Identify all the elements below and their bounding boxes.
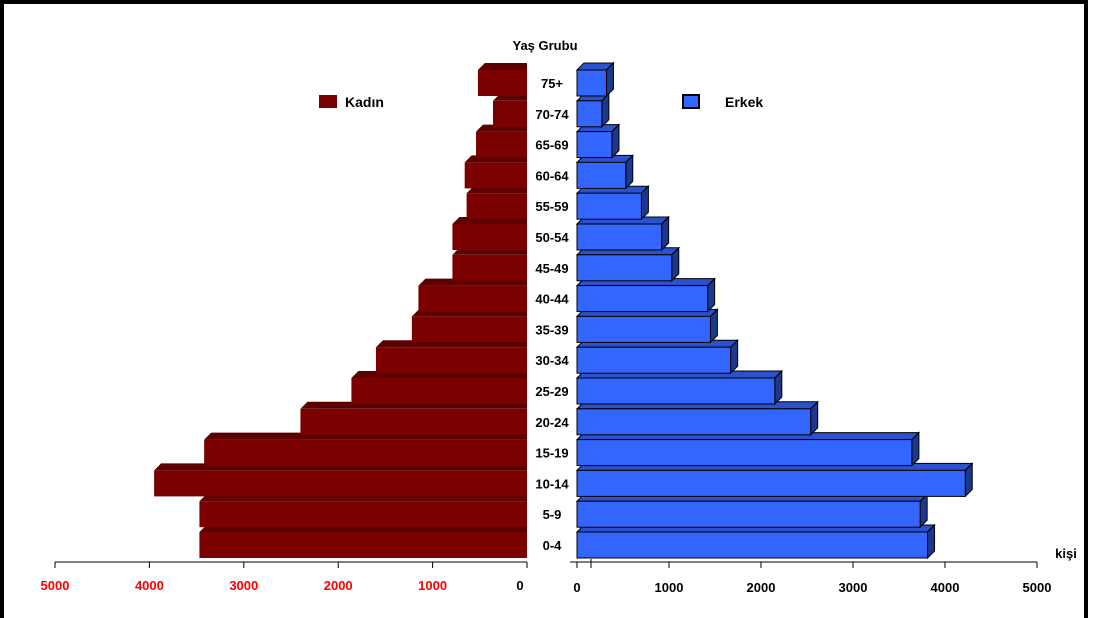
bar-erkek-50-54	[575, 215, 670, 252]
bar-kadin-40-44	[418, 278, 527, 312]
bar-kadin-70-74	[493, 93, 527, 127]
bar-erkek-20-24	[575, 400, 819, 437]
right-tick-label-4000: 4000	[931, 580, 960, 595]
bar-kadin-30-34	[375, 340, 527, 374]
category-label-35-39: 35-39	[535, 322, 568, 337]
bar-erkek-25-29	[575, 369, 784, 406]
category-label-40-44: 40-44	[535, 292, 569, 307]
right-tick-label-0: 0	[573, 580, 580, 595]
bar-kadin-75+	[477, 63, 527, 96]
category-label-5-9: 5-9	[543, 507, 562, 522]
category-label-55-59: 55-59	[535, 199, 568, 214]
bar-kadin-0-4	[199, 525, 527, 558]
bar-erkek-30-34	[575, 338, 739, 375]
bars-layer	[154, 61, 974, 560]
category-label-65-69: 65-69	[535, 138, 568, 153]
legend-kadin: Kadın	[319, 94, 384, 110]
bar-kadin-50-54	[452, 217, 527, 250]
left-tick-label-5000: 5000	[41, 578, 70, 593]
category-label-60-64: 60-64	[535, 168, 569, 183]
age-group-title: Yaş Grubu	[512, 38, 577, 53]
bar-erkek-55-59	[575, 184, 650, 221]
unit-label: kişi	[1055, 546, 1077, 561]
left-tick-label-4000: 4000	[135, 578, 164, 593]
bar-kadin-65-69	[476, 124, 527, 158]
category-label-70-74: 70-74	[535, 107, 569, 122]
category-label-20-24: 20-24	[535, 415, 569, 430]
category-label-10-14: 10-14	[535, 476, 569, 491]
bar-kadin-20-24	[300, 401, 527, 435]
bar-erkek-15-19	[575, 431, 921, 467]
bar-kadin-55-59	[466, 186, 527, 220]
category-label-15-19: 15-19	[535, 446, 568, 461]
bar-erkek-45-49	[575, 246, 680, 283]
category-label-0-4: 0-4	[543, 538, 563, 553]
bar-kadin-5-9	[199, 494, 527, 528]
legend-kadin-swatch	[319, 95, 337, 108]
left-tick-label-3000: 3000	[229, 578, 258, 593]
legend-erkek-label: Erkek	[725, 94, 763, 110]
bar-erkek-65-69	[575, 123, 621, 159]
left-tick-label-1000: 1000	[418, 578, 447, 593]
bar-kadin-45-49	[452, 247, 527, 281]
bar-erkek-60-64	[575, 154, 634, 190]
left-tick-label-2000: 2000	[324, 578, 353, 593]
legend-kadin-label: Kadın	[345, 94, 384, 110]
category-label-75+: 75+	[541, 76, 563, 91]
bar-kadin-10-14	[154, 463, 527, 497]
bar-erkek-75+	[575, 61, 615, 98]
axes-layer: 5000 4000 3000 2000 1000 0 0 1000 2000 3000 4000 50…	[41, 559, 1052, 595]
legend-erkek: Erkek	[682, 94, 763, 110]
bar-kadin-35-39	[411, 309, 527, 343]
category-label-50-54: 50-54	[535, 230, 569, 245]
right-tick-label-2000: 2000	[747, 580, 776, 595]
bar-erkek-0-4	[575, 523, 936, 560]
category-label-25-29: 25-29	[535, 384, 568, 399]
bar-kadin-15-19	[204, 432, 528, 466]
bar-erkek-40-44	[575, 277, 716, 313]
right-tick-label-3000: 3000	[839, 580, 868, 595]
bar-erkek-70-74	[575, 92, 611, 129]
bar-erkek-5-9	[575, 492, 929, 529]
left-tick-label-0: 0	[516, 578, 523, 593]
category-label-30-34: 30-34	[535, 353, 569, 368]
right-tick-label-5000: 5000	[1023, 580, 1052, 595]
category-labels: 0-4 5-9 10-14 15-19 20-24 25-29 30-34 35-39 40-4…	[535, 76, 569, 553]
right-tick-label-1000: 1000	[655, 580, 684, 595]
bar-erkek-10-14	[575, 462, 974, 498]
bar-kadin-25-29	[351, 371, 527, 404]
bar-erkek-35-39	[575, 308, 719, 344]
bar-kadin-60-64	[464, 155, 527, 189]
category-label-45-49: 45-49	[535, 261, 568, 276]
legend-erkek-swatch	[682, 94, 700, 109]
